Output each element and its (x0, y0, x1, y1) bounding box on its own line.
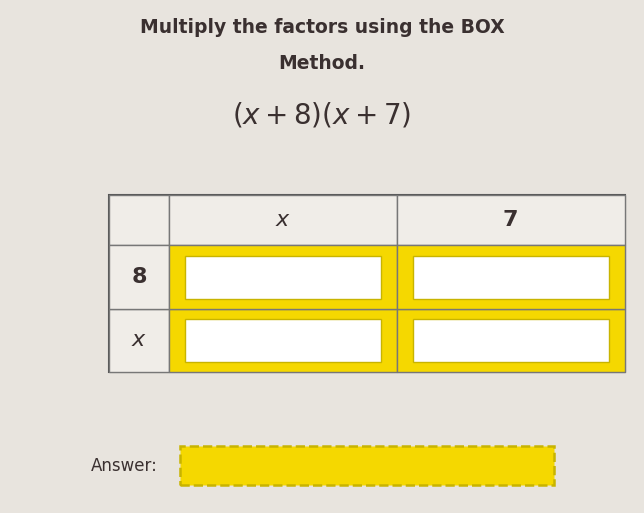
Text: Multiply the factors using the BOX: Multiply the factors using the BOX (140, 18, 504, 37)
Bar (169, 245, 397, 309)
Bar (109, 195, 625, 372)
Text: Answer:: Answer: (91, 457, 158, 475)
Bar (397, 245, 625, 309)
Bar (397, 309, 625, 372)
Text: 7: 7 (503, 210, 518, 230)
Text: Method.: Method. (278, 54, 366, 73)
Bar (185, 319, 381, 362)
Bar (185, 255, 381, 299)
Bar (169, 195, 397, 245)
Text: $(x + 8)(x + 7)$: $(x + 8)(x + 7)$ (232, 100, 412, 129)
Bar (397, 195, 625, 245)
Bar (180, 446, 554, 485)
Bar (109, 245, 169, 309)
Text: 8: 8 (131, 267, 147, 287)
Bar (413, 255, 609, 299)
Bar (169, 309, 397, 372)
Text: $x$: $x$ (275, 210, 290, 230)
Bar (413, 319, 609, 362)
Bar (109, 195, 169, 245)
Text: $x$: $x$ (131, 330, 147, 350)
Bar (109, 309, 169, 372)
